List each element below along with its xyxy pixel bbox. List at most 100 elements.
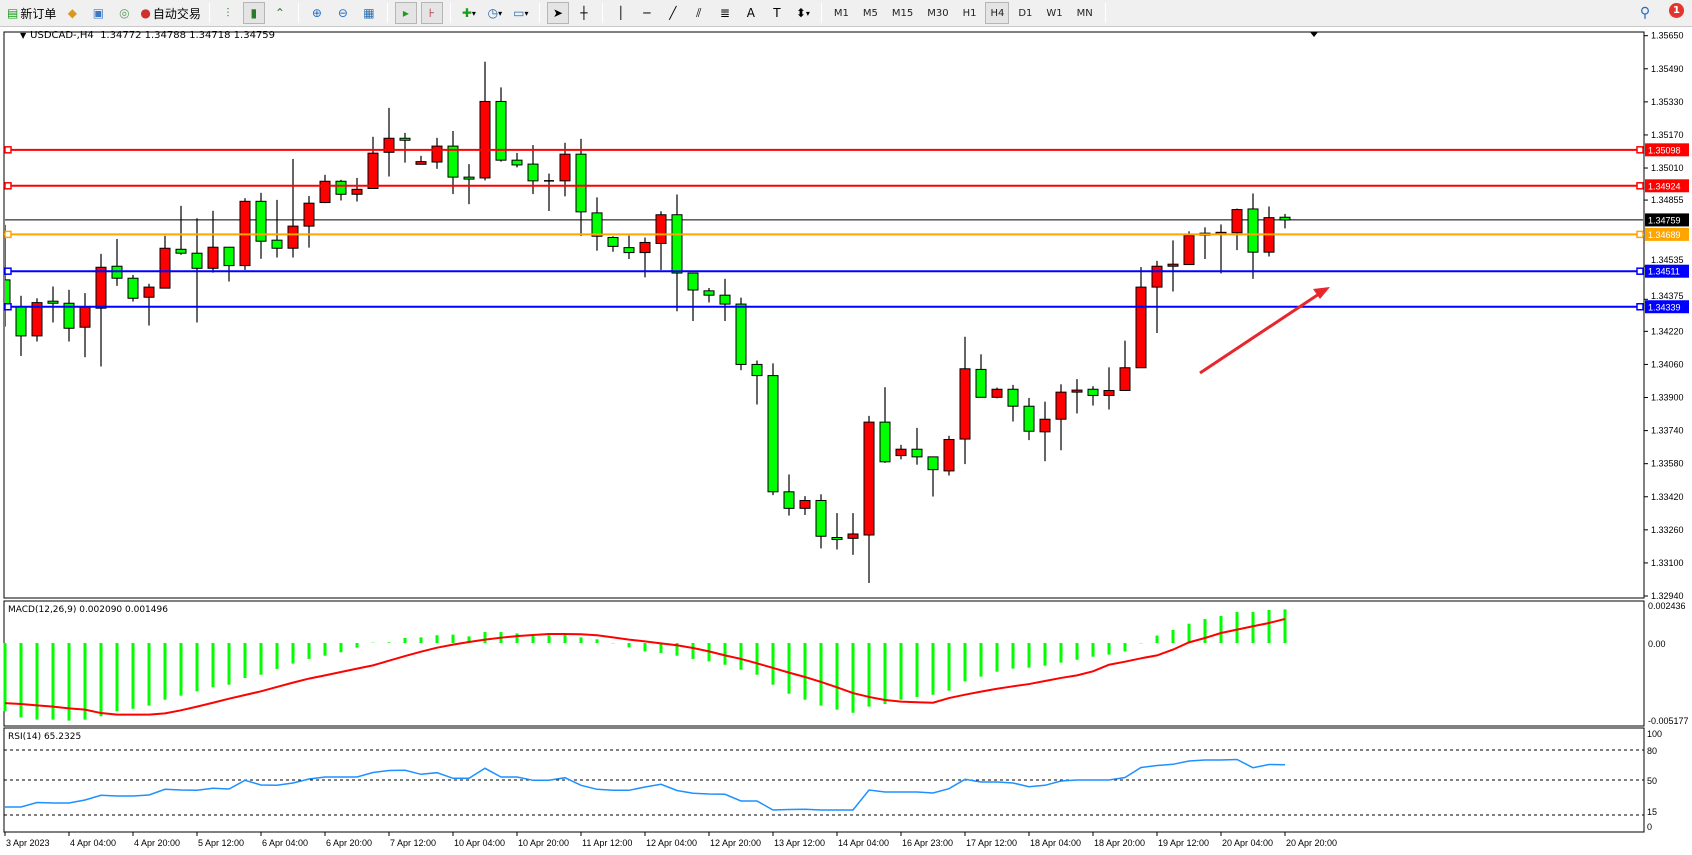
candle-body bbox=[895, 448, 907, 457]
level-handle bbox=[1636, 182, 1644, 190]
candlestick-button[interactable]: ▮ bbox=[242, 2, 265, 24]
candle-body bbox=[351, 188, 363, 195]
timeframe-w1[interactable]: W1 bbox=[1046, 7, 1063, 19]
dropdown-arrow-icon: ▾ bbox=[524, 8, 529, 18]
cursor-button[interactable]: ➤ bbox=[546, 2, 569, 24]
fibonacci-icon: ≣ bbox=[719, 6, 730, 20]
zoom-in-button[interactable]: ⊕ bbox=[306, 2, 328, 24]
timeframe-h1[interactable]: H1 bbox=[962, 7, 977, 19]
timeframe-m5[interactable]: M5 bbox=[862, 7, 878, 19]
chart-shift-button[interactable]: ⊦ bbox=[420, 2, 443, 24]
candle-body bbox=[63, 302, 75, 329]
macd-panel bbox=[3, 600, 1645, 727]
timeframe-mn[interactable]: MN bbox=[1076, 7, 1093, 19]
timeframe-m1[interactable]: M1 bbox=[833, 7, 849, 19]
indicators-button[interactable]: ✚ ▾ bbox=[458, 2, 480, 24]
candle-body bbox=[783, 491, 795, 509]
horizontal-line-button[interactable]: ─ bbox=[636, 2, 658, 24]
arrows-button[interactable]: ⬍ ▾ bbox=[792, 2, 814, 24]
crosshair-button[interactable]: ┼ bbox=[573, 2, 595, 24]
timeframe-m30[interactable]: M30 bbox=[927, 7, 949, 19]
time-axis-label: 16 Apr 23:00 bbox=[902, 838, 953, 848]
price-axis-label: 1.33100 bbox=[1651, 558, 1684, 568]
toolbar-separator bbox=[386, 3, 388, 23]
price-axis-label: 1.35330 bbox=[1651, 97, 1684, 107]
level-price-tag bbox=[1645, 300, 1689, 314]
time-axis-label: 10 Apr 04:00 bbox=[454, 838, 505, 848]
candle-body bbox=[1167, 263, 1179, 267]
level-price-tag bbox=[1645, 264, 1689, 278]
market-watch-button[interactable]: ◆ bbox=[61, 2, 83, 24]
time-axis-label: 18 Apr 04:00 bbox=[1030, 838, 1081, 848]
level-price-label: 1.34511 bbox=[1648, 267, 1680, 277]
signals-icon: ◎ bbox=[119, 6, 130, 20]
tile-windows-button[interactable]: ▦ bbox=[358, 2, 380, 24]
auto-scroll-button[interactable]: ▸ bbox=[394, 2, 417, 24]
candle-body bbox=[831, 536, 843, 540]
macd-axis-label: 0.002436 bbox=[1648, 601, 1686, 611]
candle-body bbox=[1055, 391, 1067, 420]
collapse-triangle-icon[interactable]: ▼ bbox=[20, 31, 27, 40]
candle-body bbox=[799, 499, 811, 509]
text-label-button[interactable]: T bbox=[766, 2, 788, 24]
bar-chart-button[interactable]: ⫶ bbox=[217, 2, 239, 24]
navigator-button[interactable]: ▣ bbox=[87, 2, 109, 24]
equidistant-channel-button[interactable]: ⫽ bbox=[688, 2, 710, 24]
level-handle bbox=[1636, 146, 1644, 154]
line-chart-button[interactable]: ⌃ bbox=[269, 2, 291, 24]
candle-body bbox=[431, 145, 443, 163]
vertical-line-button[interactable]: │ bbox=[610, 2, 632, 24]
candle-body bbox=[671, 214, 683, 274]
macd-label: MACD(12,26,9) 0.002090 0.001496 bbox=[8, 605, 168, 615]
macd-axis-label: 0.00 bbox=[1648, 639, 1666, 649]
candle-body bbox=[1151, 265, 1163, 288]
chart-canvas[interactable]: 1.35650 1.35490 1.35330 1.35170 1.35010 1.348… bbox=[0, 27, 1692, 855]
rsi-axis-label: 50 bbox=[1647, 776, 1657, 786]
candle-body bbox=[1183, 235, 1195, 266]
toolbar-separator bbox=[297, 3, 299, 23]
new-order-button[interactable]: ▤ 新订单 bbox=[7, 6, 57, 21]
bar-chart-icon: ⫶ bbox=[226, 5, 230, 20]
timeframe-h4[interactable]: H4 bbox=[985, 2, 1010, 24]
candle-body bbox=[303, 202, 315, 227]
zoom-out-button[interactable]: ⊖ bbox=[332, 2, 354, 24]
line-chart-icon: ⌃ bbox=[274, 6, 285, 20]
auto-trading-button[interactable]: ● 自动交易 bbox=[140, 6, 201, 21]
notification-badge[interactable]: 1 bbox=[1669, 3, 1684, 18]
timeframe-m15[interactable]: M15 bbox=[891, 7, 914, 19]
periods-button[interactable]: ◷ ▾ bbox=[484, 2, 506, 24]
text-button[interactable]: A bbox=[740, 2, 762, 24]
candle-body bbox=[255, 200, 267, 242]
time-axis-label: 5 Apr 12:00 bbox=[198, 838, 244, 848]
search-button[interactable]: ⚲ bbox=[1634, 2, 1656, 24]
chart-window[interactable]: 1.35650 1.35490 1.35330 1.35170 1.35010 1.348… bbox=[0, 27, 1692, 855]
level-price-tag bbox=[1645, 227, 1689, 241]
level-handle bbox=[4, 303, 12, 311]
candle-body bbox=[207, 246, 219, 269]
signals-button[interactable]: ◎ bbox=[113, 2, 135, 24]
auto-trading-icon: ● bbox=[140, 6, 151, 20]
dropdown-arrow-icon: ▾ bbox=[498, 8, 503, 18]
candle-body bbox=[143, 286, 155, 298]
candle-body bbox=[687, 272, 699, 291]
candle-body bbox=[495, 100, 507, 161]
rsi-axis-label: 80 bbox=[1647, 746, 1657, 756]
cursor-icon: ➤ bbox=[552, 6, 563, 20]
candle-body bbox=[399, 137, 411, 141]
current-price-label: 1.34759 bbox=[1648, 215, 1681, 225]
fibonacci-button[interactable]: ≣ bbox=[714, 2, 736, 24]
trendline-button[interactable]: ╱ bbox=[662, 2, 684, 24]
candle-body bbox=[1007, 388, 1019, 407]
time-axis-label: 10 Apr 20:00 bbox=[518, 838, 569, 848]
rsi-axis-label: 100 bbox=[1647, 729, 1662, 739]
macd-axis-label: -0.005177 bbox=[1648, 716, 1689, 726]
templates-button[interactable]: ▭ ▾ bbox=[510, 2, 532, 24]
candle-body bbox=[623, 247, 635, 254]
price-axis-label: 1.32940 bbox=[1651, 591, 1684, 601]
candle-body bbox=[991, 388, 1003, 398]
candle-body bbox=[591, 212, 603, 237]
timeframe-d1[interactable]: D1 bbox=[1018, 7, 1033, 19]
candle-body bbox=[479, 100, 491, 179]
search-icon: ⚲ bbox=[1639, 5, 1651, 21]
time-axis-label: 3 Apr 2023 bbox=[6, 838, 50, 848]
